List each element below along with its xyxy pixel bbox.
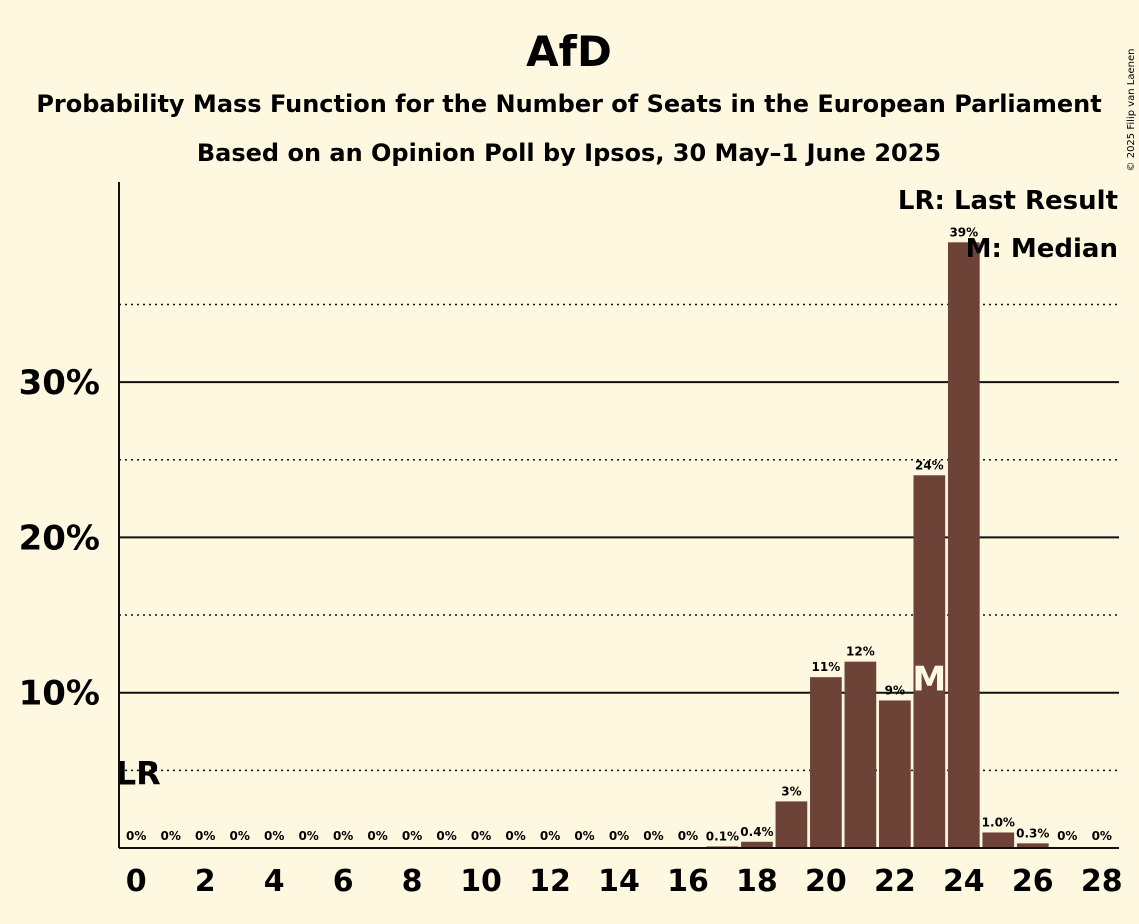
y-axis-ticks: 10% 20% 30% bbox=[19, 363, 100, 714]
x-tick-label: 24 bbox=[943, 864, 985, 899]
bar bbox=[775, 801, 808, 848]
data-label: 0% bbox=[402, 829, 422, 843]
x-tick-label: 8 bbox=[402, 864, 423, 899]
data-label: 0% bbox=[540, 829, 560, 843]
y-tick-label: 10% bbox=[19, 674, 100, 714]
data-label: 0% bbox=[230, 829, 250, 843]
data-label: 24% bbox=[915, 458, 944, 472]
data-label: 0% bbox=[1092, 829, 1112, 843]
x-tick-label: 2 bbox=[195, 864, 216, 899]
chart-subtitle: Probability Mass Function for the Number… bbox=[36, 90, 1101, 118]
bar bbox=[844, 661, 877, 848]
data-label: 3% bbox=[781, 784, 801, 798]
data-label: 0.3% bbox=[1016, 826, 1049, 840]
data-label: 1.0% bbox=[982, 815, 1015, 829]
chart-subtitle-source: Based on an Opinion Poll by Ipsos, 30 Ma… bbox=[197, 139, 941, 167]
bar bbox=[879, 700, 911, 848]
copyright-note: © 2025 Filip van Laenen bbox=[1126, 49, 1137, 172]
x-tick-label: 16 bbox=[667, 864, 709, 899]
data-label: 0% bbox=[609, 829, 629, 843]
x-tick-label: 20 bbox=[805, 864, 847, 899]
data-label: 0% bbox=[436, 829, 456, 843]
x-tick-label: 6 bbox=[333, 864, 354, 899]
x-tick-label: 10 bbox=[460, 864, 502, 899]
x-tick-label: 22 bbox=[874, 864, 916, 899]
data-label: 0% bbox=[505, 829, 525, 843]
data-label: 12% bbox=[846, 645, 875, 659]
x-tick-label: 0 bbox=[126, 864, 147, 899]
x-tick-label: 4 bbox=[264, 864, 285, 899]
data-labels-group: 0% 0% 0% 0% 0% 0% 0% 0% 0% 0% 0% 0% 0% 0% 0% 0% 0% 0.1% 0.… bbox=[116, 225, 1112, 843]
x-tick-label: 26 bbox=[1012, 864, 1054, 899]
data-label: 0% bbox=[643, 829, 663, 843]
x-tick-label: 12 bbox=[529, 864, 571, 899]
data-label: 39% bbox=[949, 225, 978, 239]
bar bbox=[947, 242, 980, 848]
data-label: 0% bbox=[367, 829, 387, 843]
data-label: 0% bbox=[264, 829, 284, 843]
legend-last-result: LR: Last Result bbox=[898, 186, 1118, 216]
x-tick-label: 28 bbox=[1081, 864, 1123, 899]
legend-median: M: Median bbox=[966, 234, 1118, 264]
data-label: 0% bbox=[574, 829, 594, 843]
bar bbox=[982, 832, 1015, 848]
data-label: 0.4% bbox=[740, 825, 773, 839]
chart-title: AfD bbox=[526, 27, 612, 76]
bar bbox=[810, 677, 842, 848]
data-label: 0% bbox=[1057, 829, 1077, 843]
y-tick-label: 20% bbox=[19, 518, 100, 558]
data-label: 0% bbox=[126, 829, 146, 843]
data-label: 0.1% bbox=[706, 829, 739, 843]
y-tick-label: 30% bbox=[19, 363, 100, 403]
data-label: 0% bbox=[471, 829, 491, 843]
data-label: 0% bbox=[298, 829, 318, 843]
median-marker: M bbox=[912, 660, 946, 700]
bar bbox=[741, 841, 773, 848]
data-label: 11% bbox=[812, 660, 841, 674]
x-tick-label: 18 bbox=[736, 864, 778, 899]
bar bbox=[1016, 843, 1049, 848]
data-label: 0% bbox=[195, 829, 215, 843]
bar bbox=[913, 475, 946, 848]
x-axis-ticks: 0 2 4 6 8 10 12 14 16 18 20 22 24 26 28 bbox=[126, 864, 1123, 899]
data-label: 0% bbox=[678, 829, 698, 843]
bars-group bbox=[706, 242, 1049, 848]
data-label: 0% bbox=[333, 829, 353, 843]
data-label: 0% bbox=[161, 829, 181, 843]
last-result-marker: LR bbox=[116, 754, 161, 792]
x-tick-label: 14 bbox=[598, 864, 640, 899]
data-label: 9% bbox=[885, 683, 905, 697]
